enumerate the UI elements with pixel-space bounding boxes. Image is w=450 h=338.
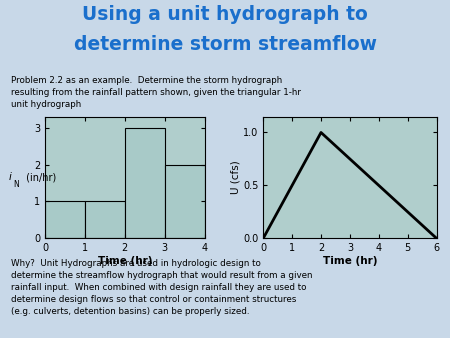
Text: Using a unit hydrograph to: Using a unit hydrograph to: [82, 5, 368, 24]
X-axis label: Time (hr): Time (hr): [98, 256, 152, 266]
Bar: [165, 165, 205, 238]
Text: (in/hr): (in/hr): [22, 172, 56, 183]
Text: Problem 2.2 as an example.  Determine the storm hydrograph
resulting from the ra: Problem 2.2 as an example. Determine the…: [11, 76, 301, 110]
Y-axis label: U (cfs): U (cfs): [230, 161, 240, 194]
Text: determine storm streamflow: determine storm streamflow: [73, 35, 377, 54]
Text: N: N: [14, 180, 19, 189]
Text: i: i: [9, 172, 11, 183]
Bar: [125, 128, 165, 238]
Bar: [85, 201, 125, 238]
Text: Why?  Unit Hydrographs are used in hydrologic design to
determine the streamflow: Why? Unit Hydrographs are used in hydrol…: [11, 259, 313, 316]
X-axis label: Time (hr): Time (hr): [323, 256, 377, 266]
Bar: [45, 201, 85, 238]
